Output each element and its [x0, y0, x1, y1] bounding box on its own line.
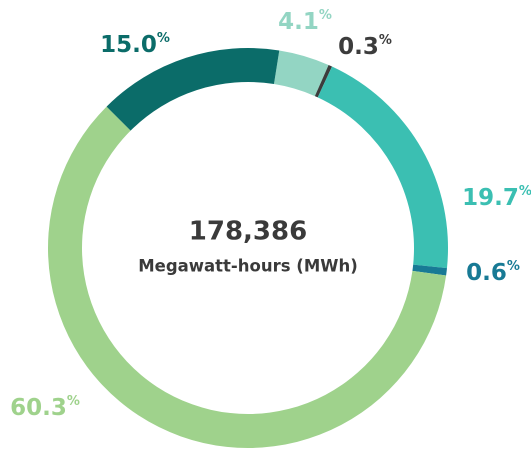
value-label: 0.3%	[338, 33, 392, 60]
donut-segment	[106, 47, 280, 131]
donut-segment	[314, 64, 333, 98]
value-label: 4.1%	[278, 8, 332, 35]
value-label: 0.6%	[466, 259, 520, 286]
donut-segment	[317, 66, 448, 269]
donut-segment	[412, 264, 447, 276]
center-unit: Megawatt-hours (MWh)	[138, 257, 358, 276]
center-value: 178,386	[189, 217, 307, 247]
donut-segment	[47, 106, 447, 449]
value-label: 60.3%	[10, 394, 80, 421]
value-label: 19.7%	[462, 184, 531, 211]
value-label: 15.0%	[100, 31, 170, 58]
donut-segment	[273, 50, 329, 97]
